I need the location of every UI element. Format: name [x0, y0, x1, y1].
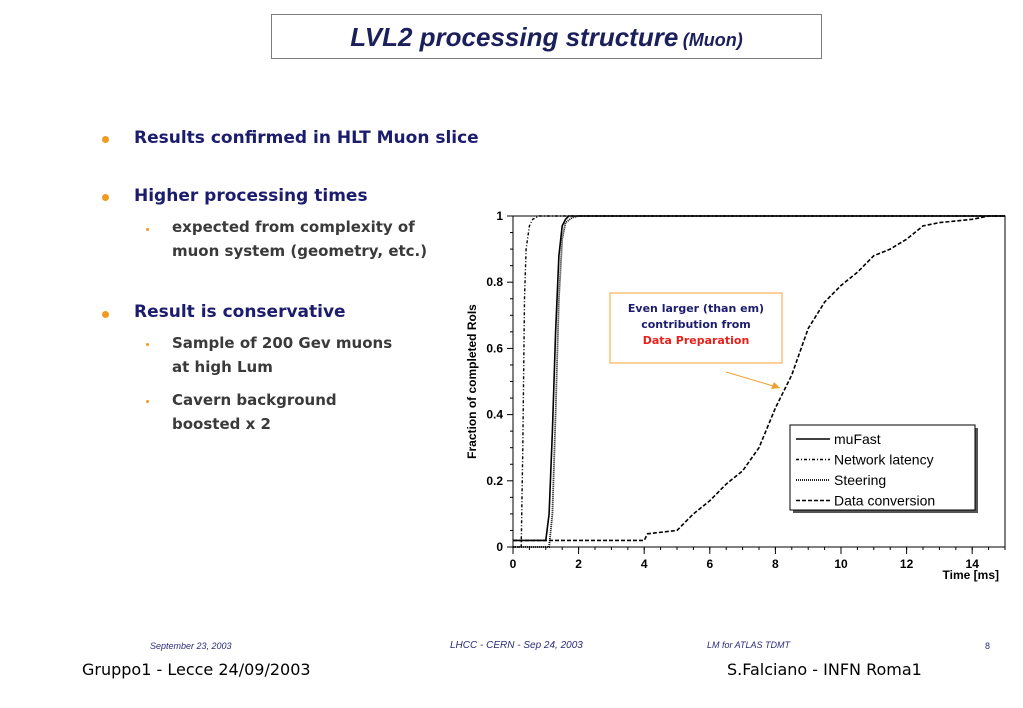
footer-left: Gruppo1 - Lecce 24/09/2003 — [82, 660, 311, 679]
y-axis-label: Fraction of completed RoIs — [465, 304, 479, 459]
sub-bullet-2-line2: muon system (geometry, etc.) — [172, 242, 428, 260]
annotation-arrowhead — [771, 382, 780, 389]
annotation-text: Even larger (than em) — [628, 302, 764, 315]
sub-bullet-3a-line1: Sample of 200 Gev muons — [172, 334, 393, 352]
sub-bullet-dot — [146, 228, 149, 231]
footer-date: September 23, 2003 — [150, 641, 232, 651]
sub-bullet-3b-line1: Cavern background — [172, 391, 337, 409]
x-tick-label: 4 — [641, 557, 648, 571]
legend-label: Network latency — [834, 452, 934, 468]
legend-label: Steering — [834, 472, 886, 488]
sub-bullet-2-line1: expected from complexity of — [172, 218, 415, 236]
x-tick-label: 6 — [706, 557, 713, 571]
bullet-1: Results confirmed in HLT Muon slice — [134, 128, 479, 148]
x-axis-label: Time [ms] — [943, 568, 999, 582]
y-tick-label: 0.8 — [486, 275, 503, 289]
legend-label: muFast — [834, 431, 881, 447]
legend-label: Data conversion — [834, 493, 935, 509]
bullet-dot — [102, 136, 109, 143]
slide-title: LVL2 processing structure — [350, 22, 679, 52]
y-tick-label: 0.6 — [486, 341, 503, 355]
x-tick-label: 0 — [510, 557, 517, 571]
footer-group: LM for ATLAS TDMT — [707, 640, 791, 650]
y-tick-label: 0 — [496, 540, 503, 554]
bullet-3: Result is conservative — [134, 302, 346, 322]
y-tick-label: 0.2 — [486, 474, 503, 488]
annotation-box — [609, 292, 783, 364]
x-tick-label: 10 — [834, 557, 848, 571]
x-tick-label: 14 — [966, 557, 980, 571]
footer-right: S.Falciano - INFN Roma1 — [727, 660, 922, 679]
sub-bullet-dot — [146, 400, 149, 403]
footer-page-number: 8 — [985, 641, 991, 651]
x-tick-label: 2 — [575, 557, 582, 571]
annotation-text: contribution from — [641, 318, 751, 331]
sub-bullet-dot — [146, 343, 149, 346]
x-tick-label: 12 — [900, 557, 914, 571]
series-line-data-conversion — [513, 215, 1005, 542]
series-line-steering — [513, 215, 1005, 548]
sub-bullet-3a-line2: at high Lum — [172, 358, 273, 376]
y-tick-label: 0.4 — [486, 408, 503, 422]
series-line-network-latency — [513, 215, 1005, 548]
footer-conference: LHCC - CERN - Sep 24, 2003 — [450, 640, 583, 651]
bullet-2: Higher processing times — [134, 186, 368, 206]
annotation-text: Data Preparation — [643, 334, 750, 347]
slide-title-suffix: (Muon) — [682, 30, 743, 50]
sub-bullet-3b-line2: boosted x 2 — [172, 415, 271, 433]
series-line-mufast — [513, 215, 1005, 542]
annotation-arrow — [725, 371, 781, 389]
y-tick-label: 1 — [496, 209, 503, 223]
x-tick-label: 8 — [772, 557, 779, 571]
slide-title-box: LVL2 processing structure (Muon) — [271, 14, 822, 59]
bullet-dot — [102, 311, 109, 318]
bullet-dot — [102, 194, 109, 201]
